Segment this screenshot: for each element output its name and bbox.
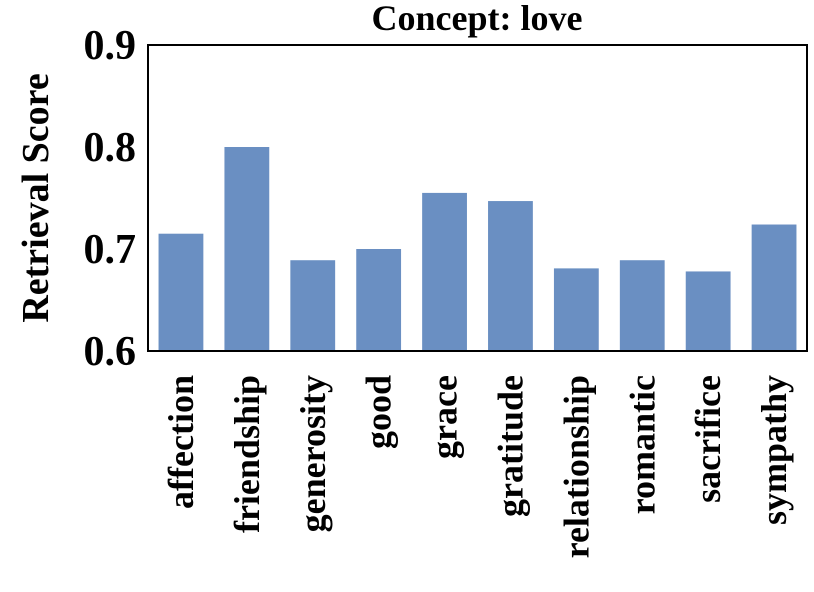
x-tick-label-friendship: friendship — [227, 375, 267, 533]
plot-area-frame — [147, 44, 808, 352]
x-tick-label-sacrifice: sacrifice — [688, 375, 728, 503]
bar-sacrifice — [685, 271, 731, 351]
bars — [158, 147, 797, 351]
bar-generosity — [290, 260, 336, 351]
x-tick-label-grace: grace — [425, 375, 465, 459]
bar-romantic — [619, 260, 665, 351]
x-tick-label-affection: affection — [161, 375, 201, 509]
y-tick-label: 0.8 — [84, 125, 137, 171]
y-tick-label: 0.9 — [84, 23, 137, 69]
y-tick-label: 0.6 — [84, 329, 137, 375]
x-tick-label-romantic: romantic — [622, 375, 662, 514]
bar-grace — [422, 192, 467, 351]
bar-friendship — [224, 147, 270, 351]
x-tick-label-gratitude: gratitude — [490, 375, 530, 517]
x-tick-label-good: good — [359, 375, 399, 449]
bar-relationship — [553, 268, 599, 351]
x-axis-ticks: affection friendship generosity good grace gr… — [161, 375, 794, 558]
y-axis-ticks: 0.6 0.7 0.8 0.9 — [84, 23, 137, 375]
y-tick-label: 0.7 — [84, 227, 137, 273]
y-axis-label: Retrieval Score — [15, 73, 57, 322]
x-tick-label-relationship: relationship — [556, 375, 596, 558]
bar-sympathy — [751, 224, 797, 351]
bar-gratitude — [488, 201, 533, 351]
x-tick-label-sympathy: sympathy — [754, 375, 794, 525]
x-tick-label-generosity: generosity — [293, 375, 333, 532]
bar-affection — [158, 233, 204, 351]
bar-good — [356, 249, 402, 351]
chart-title: Concept: love — [372, 0, 583, 38]
